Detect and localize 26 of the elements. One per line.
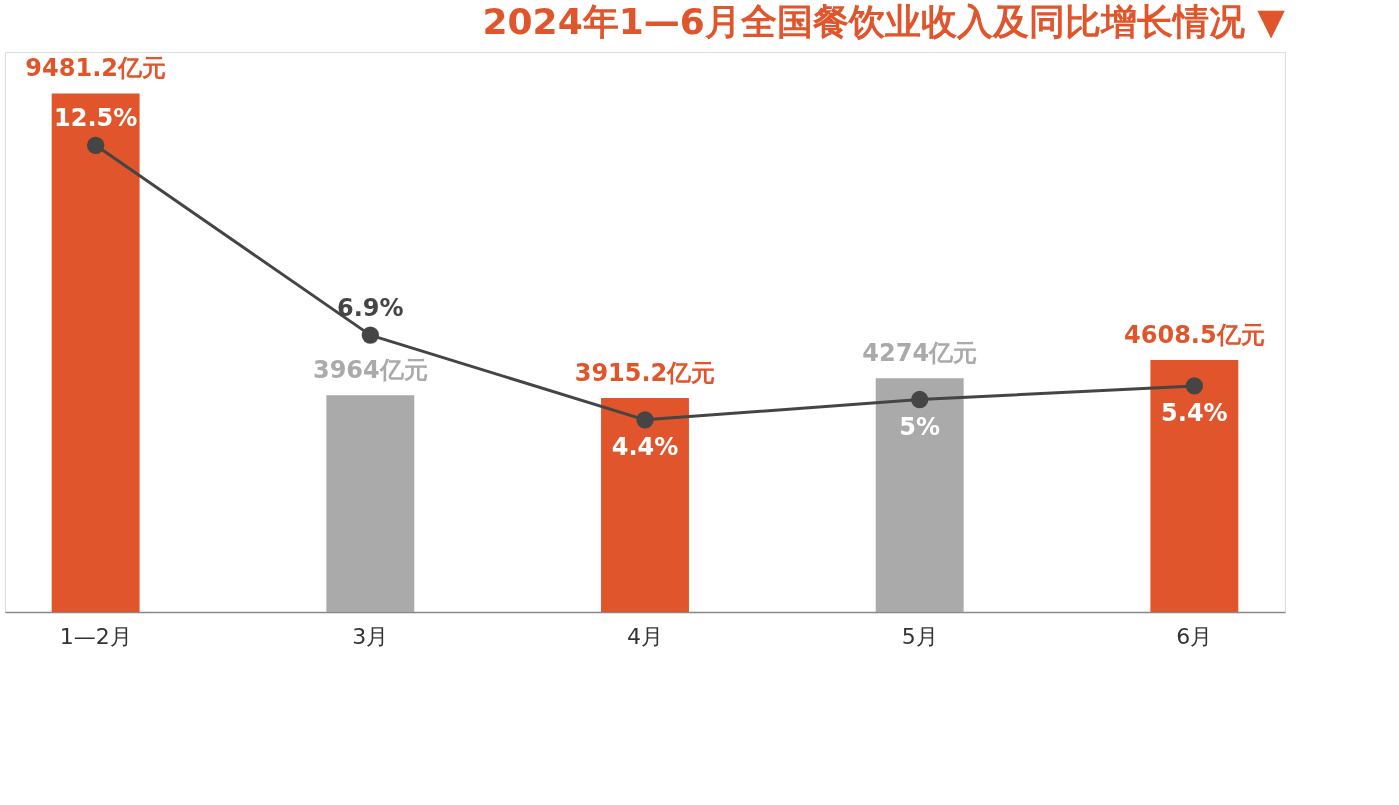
chart-title: 2024年1—6月全国餐饮业收入及同比增长情况 ▼	[482, 1, 1286, 42]
data-label: 12.5%	[54, 104, 138, 133]
point	[86, 136, 105, 154]
x-tick-label: 4月	[627, 623, 663, 649]
bar	[1150, 359, 1239, 612]
data-label: 5.4%	[1161, 398, 1228, 427]
bar	[875, 378, 964, 612]
point	[361, 326, 379, 344]
point	[1185, 377, 1204, 395]
data-label: 4608.5亿元	[1124, 320, 1265, 349]
data-label: 9481.2亿元	[25, 54, 166, 83]
bar	[601, 397, 689, 612]
bar	[326, 395, 415, 612]
data-label: 4.4%	[611, 432, 679, 461]
x-tick-label: 6月	[1176, 623, 1213, 649]
point	[911, 390, 929, 409]
data-label: 3915.2亿元	[574, 358, 716, 387]
x-tick-label: 3月	[352, 623, 389, 649]
x-tick-label: 1—2月	[59, 623, 132, 649]
data-label: 4274亿元	[862, 339, 978, 368]
point	[636, 411, 654, 429]
data-label: 5%	[899, 412, 941, 441]
data-label: 6.9%	[337, 294, 404, 323]
bar	[51, 93, 140, 612]
x-tick-label: 5月	[901, 623, 938, 649]
data-label: 3964亿元	[312, 356, 428, 385]
